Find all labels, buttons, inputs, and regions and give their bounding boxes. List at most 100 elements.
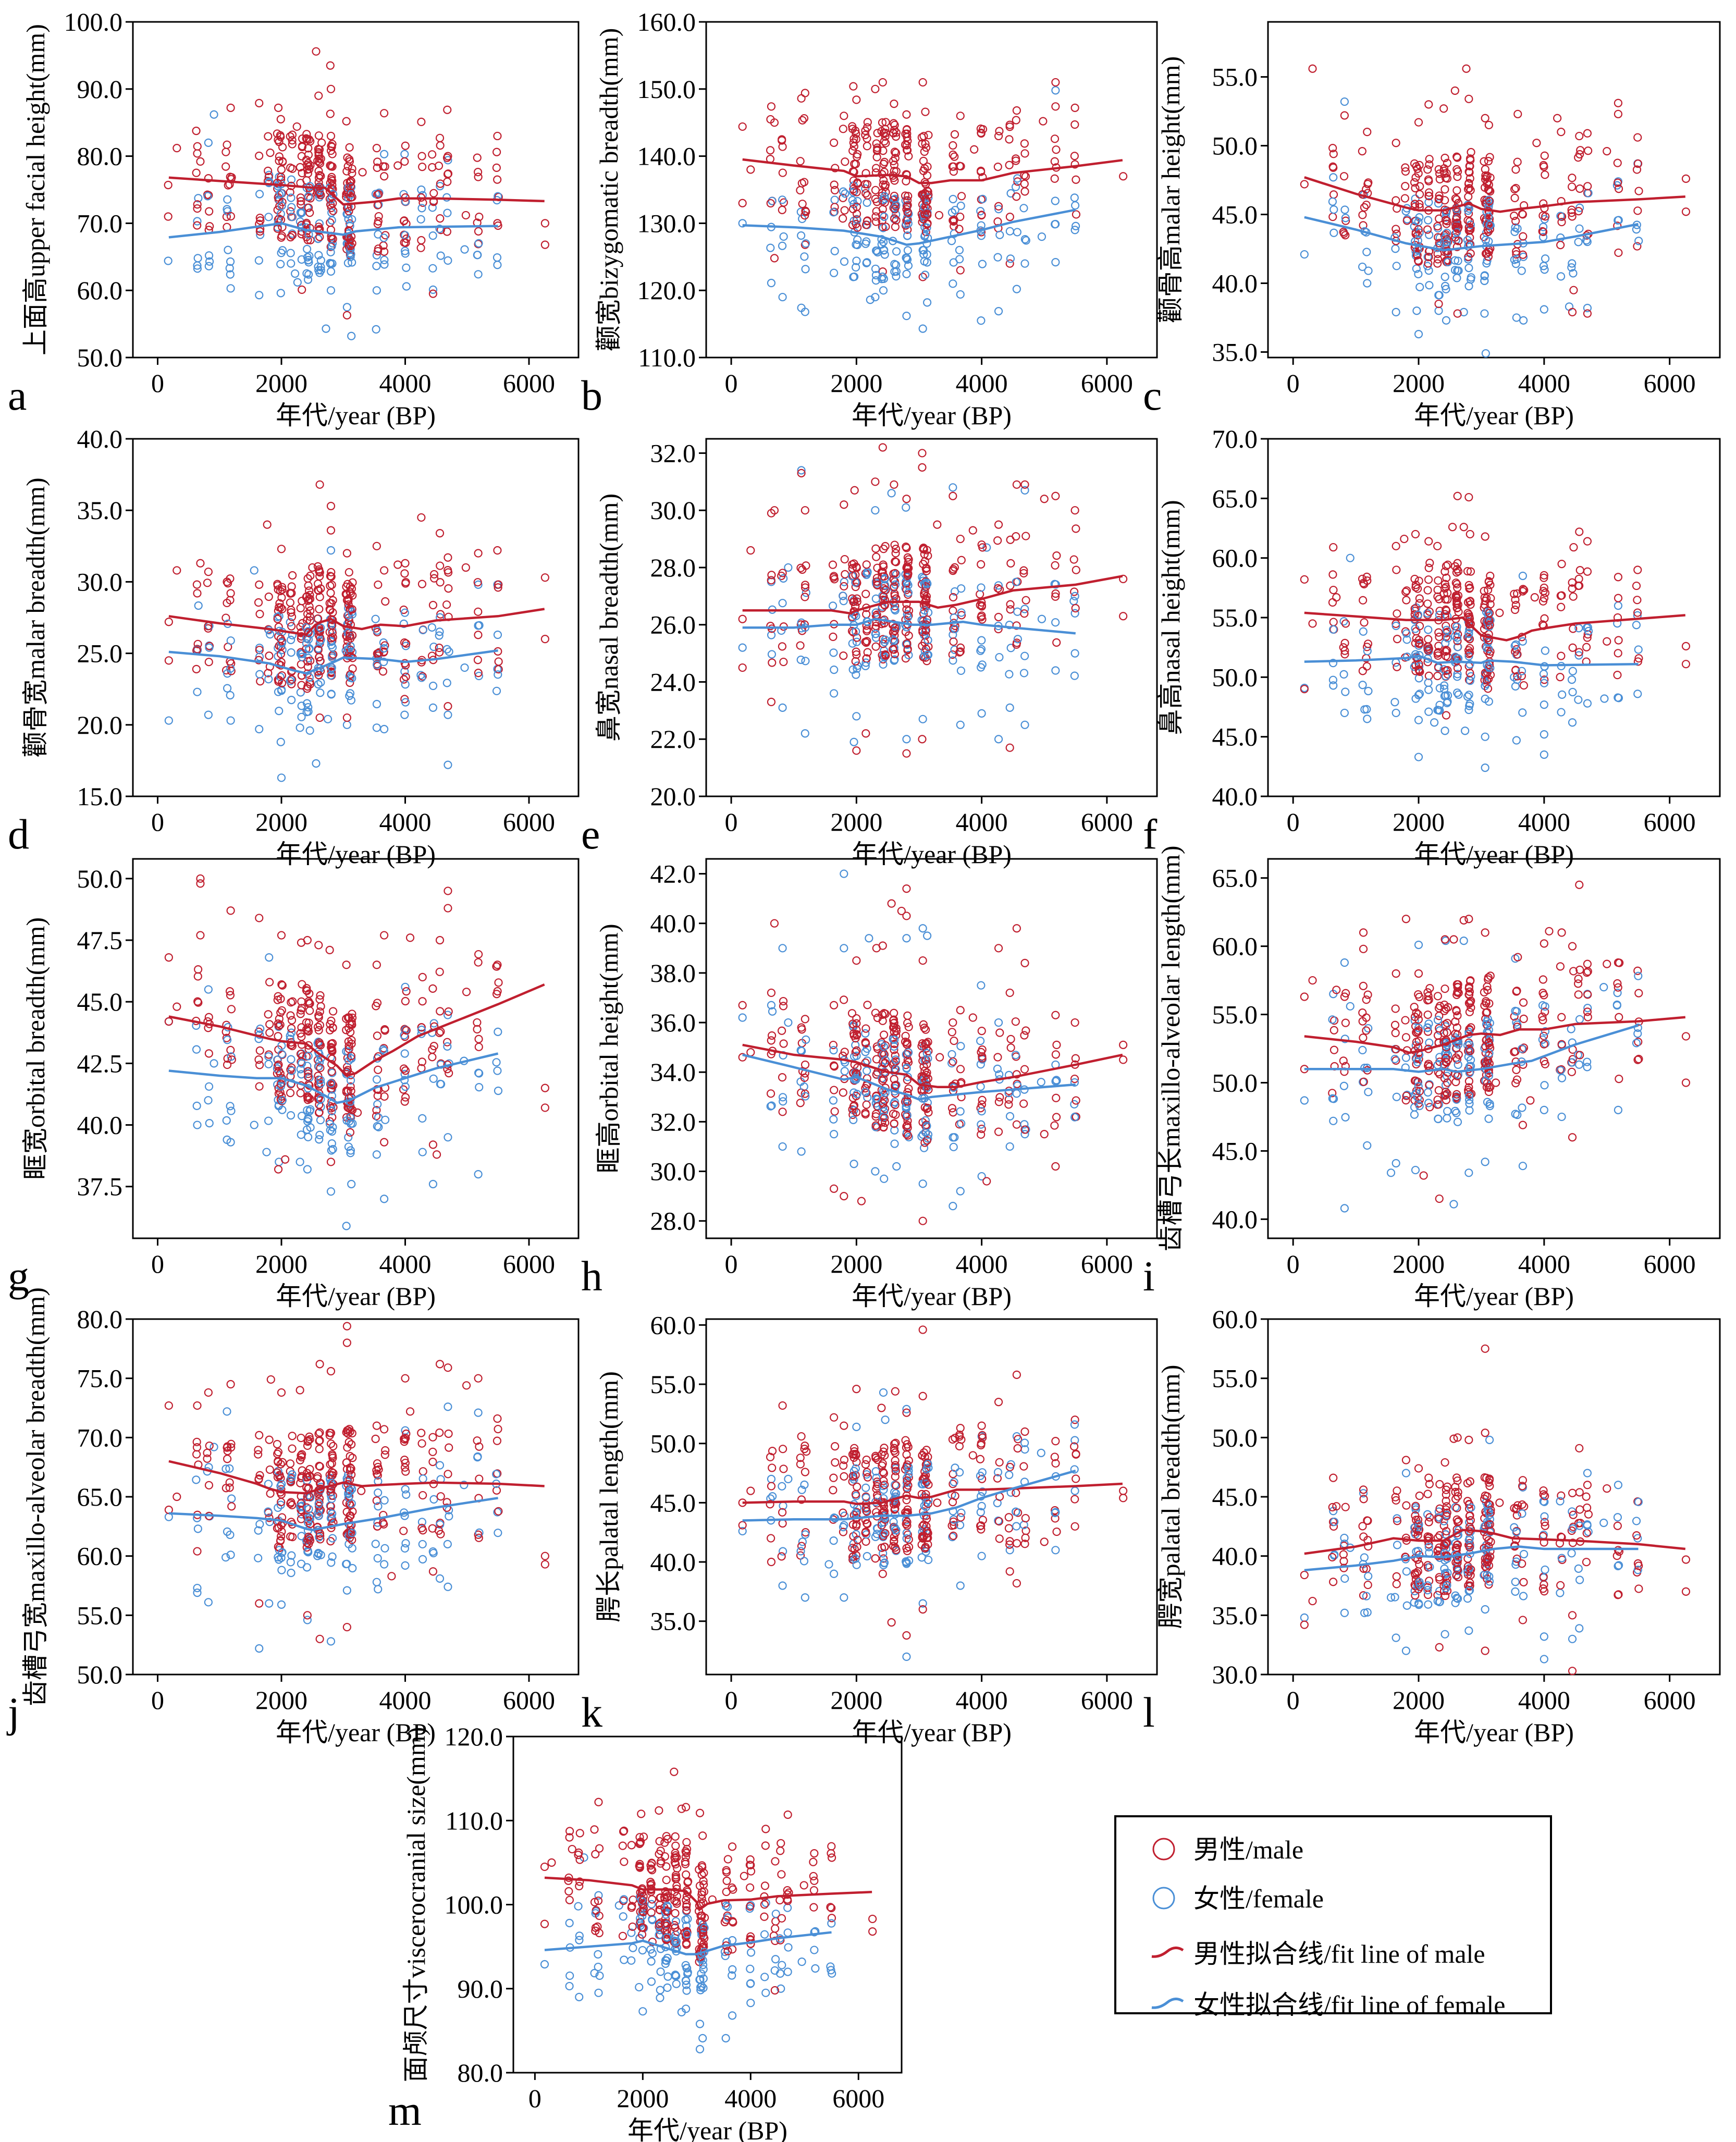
male-point xyxy=(1575,131,1584,141)
male-point xyxy=(777,1026,786,1035)
male-point xyxy=(540,240,549,249)
male-point xyxy=(797,469,806,477)
male-point xyxy=(315,713,324,722)
scatter-points xyxy=(738,78,1128,333)
male-point xyxy=(863,637,871,646)
female-point xyxy=(1442,285,1450,293)
male-point xyxy=(1453,663,1462,672)
y-tick-label: 22.0 xyxy=(650,724,696,754)
male-point xyxy=(374,1065,383,1074)
male-point xyxy=(1005,135,1014,144)
female-point xyxy=(1005,703,1014,712)
y-tick-label: 35.0 xyxy=(77,496,123,525)
female-point xyxy=(904,588,913,597)
female-point xyxy=(1567,1025,1575,1033)
male-point xyxy=(1575,184,1584,193)
male-point xyxy=(326,131,336,141)
female-point xyxy=(264,1060,273,1068)
female-point xyxy=(1480,309,1489,318)
male-point xyxy=(978,615,987,624)
male-point xyxy=(1328,162,1337,171)
male-point xyxy=(861,729,870,738)
female-point xyxy=(327,195,336,204)
female-point xyxy=(347,1054,356,1063)
female-point xyxy=(227,1494,236,1503)
male-point xyxy=(264,1010,273,1019)
female-point xyxy=(278,1096,287,1105)
female-point xyxy=(428,1179,438,1189)
x-tick-label: 0 xyxy=(725,368,738,398)
male-point xyxy=(1071,604,1080,613)
x-tick-label: 4000 xyxy=(1518,1249,1570,1278)
y-tick-label: 34.0 xyxy=(650,1057,696,1087)
female-point xyxy=(428,231,437,240)
female-point xyxy=(326,267,336,276)
male-point xyxy=(204,568,213,576)
female-point xyxy=(1541,646,1549,655)
female-point xyxy=(429,642,438,651)
female-point xyxy=(881,581,890,589)
female-point xyxy=(871,264,880,273)
female-point xyxy=(327,216,336,225)
female-point xyxy=(327,1127,337,1136)
male-point xyxy=(1362,995,1371,1004)
female-point xyxy=(767,278,776,288)
female-point xyxy=(296,649,305,658)
male-point xyxy=(1119,172,1128,181)
male-point xyxy=(461,211,470,220)
female-point xyxy=(372,1150,381,1159)
male-point xyxy=(766,146,775,155)
male-point xyxy=(841,570,849,578)
panel-letter: h xyxy=(581,1252,602,1300)
female-point xyxy=(374,1123,383,1131)
female-point xyxy=(304,1052,313,1061)
male-point xyxy=(1400,194,1409,203)
female-point xyxy=(326,248,335,256)
male-point xyxy=(314,1108,324,1117)
male-point xyxy=(1040,1130,1049,1139)
x-tick-label: 6000 xyxy=(503,1249,555,1278)
female-point xyxy=(1464,630,1473,638)
male-point xyxy=(399,1527,408,1535)
female-point xyxy=(829,268,839,277)
female-point xyxy=(784,1018,793,1027)
male-point xyxy=(976,590,984,599)
male-point xyxy=(977,602,987,611)
male-point xyxy=(445,1069,453,1078)
male-point xyxy=(767,1031,777,1040)
male-point xyxy=(921,626,931,635)
female-point xyxy=(1512,313,1521,322)
male-point xyxy=(1359,221,1368,230)
female-point xyxy=(380,1560,389,1569)
female-point xyxy=(767,631,776,639)
female-point xyxy=(902,269,911,278)
male-point xyxy=(1613,221,1622,230)
female-point xyxy=(1440,727,1449,735)
male-point xyxy=(298,285,306,294)
male-point xyxy=(435,967,444,976)
female-point xyxy=(314,251,323,260)
female-point xyxy=(250,566,258,575)
female-point xyxy=(227,1106,236,1115)
female-point xyxy=(373,626,381,635)
male-point xyxy=(890,1119,898,1128)
male-point xyxy=(863,216,872,225)
female-point xyxy=(400,608,409,617)
male-point xyxy=(1050,157,1059,166)
y-tick-label: 42.0 xyxy=(650,859,696,889)
female-point xyxy=(1435,610,1444,620)
female-point xyxy=(305,252,314,261)
male-point xyxy=(474,950,483,959)
male-point xyxy=(305,1006,314,1015)
male-point xyxy=(474,958,483,967)
male-point xyxy=(315,232,324,241)
male-point xyxy=(957,611,966,620)
y-tick-label: 60.0 xyxy=(1212,544,1258,573)
x-axis-label: 年代/year (BP) xyxy=(852,840,1012,869)
male-point xyxy=(1449,935,1458,944)
female-point xyxy=(304,1505,313,1513)
male-point xyxy=(1050,134,1060,143)
female-point xyxy=(1328,197,1337,206)
male-point xyxy=(841,157,849,166)
male-point xyxy=(1443,646,1451,655)
